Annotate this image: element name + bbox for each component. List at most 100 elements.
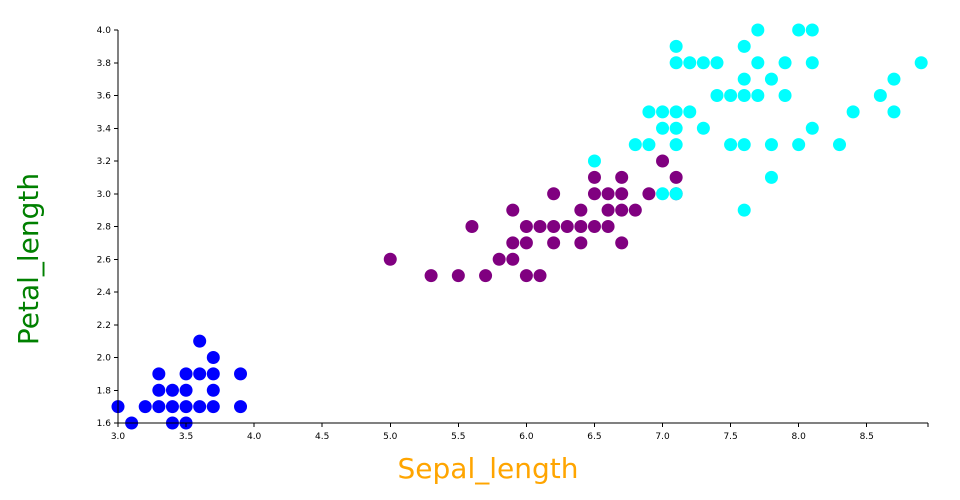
- data-point: [724, 89, 738, 102]
- data-point: [914, 56, 928, 70]
- data-point: [165, 400, 179, 414]
- data-point: [683, 105, 697, 119]
- data-point: [492, 252, 506, 266]
- x-tick-label: 4.0: [247, 432, 262, 442]
- x-tick-label: 6.5: [587, 432, 601, 442]
- data-point: [193, 367, 207, 381]
- x-tick-label: 7.0: [655, 432, 670, 442]
- data-point: [234, 400, 248, 414]
- data-point: [206, 367, 220, 381]
- data-point: [424, 269, 438, 283]
- data-point: [587, 170, 601, 184]
- axes-layer: 3.0 3.5 4.0 4.5 5.0 5.5 6.0 6.5 7.0 7.5 8.0 8.5 1.6…: [97, 26, 929, 442]
- data-point: [778, 89, 792, 102]
- y-tick-label: 3.6: [97, 92, 112, 102]
- data-point: [193, 400, 207, 414]
- data-point: [628, 203, 642, 217]
- x-tick-label: 6.0: [519, 432, 534, 442]
- data-point: [615, 187, 629, 201]
- data-point: [846, 105, 860, 119]
- data-point: [710, 89, 724, 102]
- y-tick-label: 2.6: [97, 255, 112, 265]
- y-tick-label: 2.0: [97, 354, 112, 364]
- x-tick-label: 5.5: [451, 432, 465, 442]
- data-point: [601, 220, 615, 233]
- data-point: [669, 105, 683, 119]
- data-point: [669, 56, 683, 70]
- data-point: [506, 203, 520, 217]
- data-point: [206, 383, 220, 397]
- x-tick-label: 8.0: [792, 432, 807, 442]
- data-point: [628, 138, 642, 152]
- data-point: [751, 89, 765, 102]
- data-point: [506, 236, 520, 250]
- data-point: [737, 89, 751, 102]
- data-point: [737, 39, 751, 53]
- data-point: [805, 56, 819, 70]
- data-point: [179, 383, 193, 397]
- data-point: [587, 187, 601, 201]
- data-point: [574, 236, 588, 250]
- data-point: [696, 121, 710, 135]
- data-point: [138, 400, 152, 414]
- data-point: [193, 334, 207, 348]
- data-point: [887, 105, 901, 119]
- data-point: [601, 203, 615, 217]
- data-point: [669, 187, 683, 201]
- y-tick-label: 3.8: [97, 59, 112, 69]
- data-point: [601, 187, 615, 201]
- y-tick-label: 4.0: [97, 26, 112, 36]
- data-point: [710, 56, 724, 70]
- data-point: [179, 367, 193, 381]
- x-axis-title: Sepal_length: [398, 452, 579, 485]
- data-point: [656, 154, 670, 168]
- data-point: [206, 351, 220, 364]
- x-ticks: 3.0 3.5 4.0 4.5 5.0 5.5 6.0 6.5 7.0 7.5 8.0 8.5: [111, 423, 929, 442]
- data-point: [615, 170, 629, 184]
- x-tick-label: 4.5: [315, 432, 329, 442]
- data-point: [669, 39, 683, 53]
- data-point: [751, 23, 765, 37]
- data-point: [792, 138, 806, 152]
- data-point: [451, 269, 465, 283]
- data-point: [479, 269, 493, 283]
- data-point: [669, 138, 683, 152]
- data-point: [152, 383, 166, 397]
- data-point: [519, 220, 533, 233]
- data-point: [152, 400, 166, 414]
- y-tick-label: 2.4: [97, 288, 112, 298]
- data-point: [751, 56, 765, 70]
- data-point: [642, 138, 656, 152]
- data-point: [547, 220, 561, 233]
- y-tick-label: 2.2: [97, 321, 111, 331]
- data-point: [383, 252, 397, 266]
- data-point: [234, 367, 248, 381]
- data-point: [533, 269, 547, 283]
- data-point: [165, 383, 179, 397]
- data-point: [669, 170, 683, 184]
- data-point: [152, 367, 166, 381]
- data-point: [642, 105, 656, 119]
- y-tick-label: 3.0: [97, 190, 112, 200]
- data-point: [615, 236, 629, 250]
- y-tick-label: 1.8: [97, 386, 112, 396]
- data-point: [696, 56, 710, 70]
- data-point: [533, 220, 547, 233]
- data-point: [737, 72, 751, 86]
- data-point: [560, 220, 574, 233]
- data-point: [642, 187, 656, 201]
- data-point: [764, 138, 778, 152]
- data-point: [656, 105, 670, 119]
- y-tick-label: 3.4: [97, 124, 112, 134]
- data-point: [764, 72, 778, 86]
- data-point: [519, 269, 533, 283]
- data-point: [778, 56, 792, 70]
- data-point: [206, 400, 220, 414]
- data-point: [179, 400, 193, 414]
- data-point: [615, 203, 629, 217]
- data-point: [724, 138, 738, 152]
- data-point: [519, 236, 533, 250]
- data-point: [792, 23, 806, 37]
- y-ticks: 1.6 1.8 2.0 2.2 2.4 2.6 2.8 3.0 3.2 3.4 3.6 3.8 4.0: [97, 26, 118, 429]
